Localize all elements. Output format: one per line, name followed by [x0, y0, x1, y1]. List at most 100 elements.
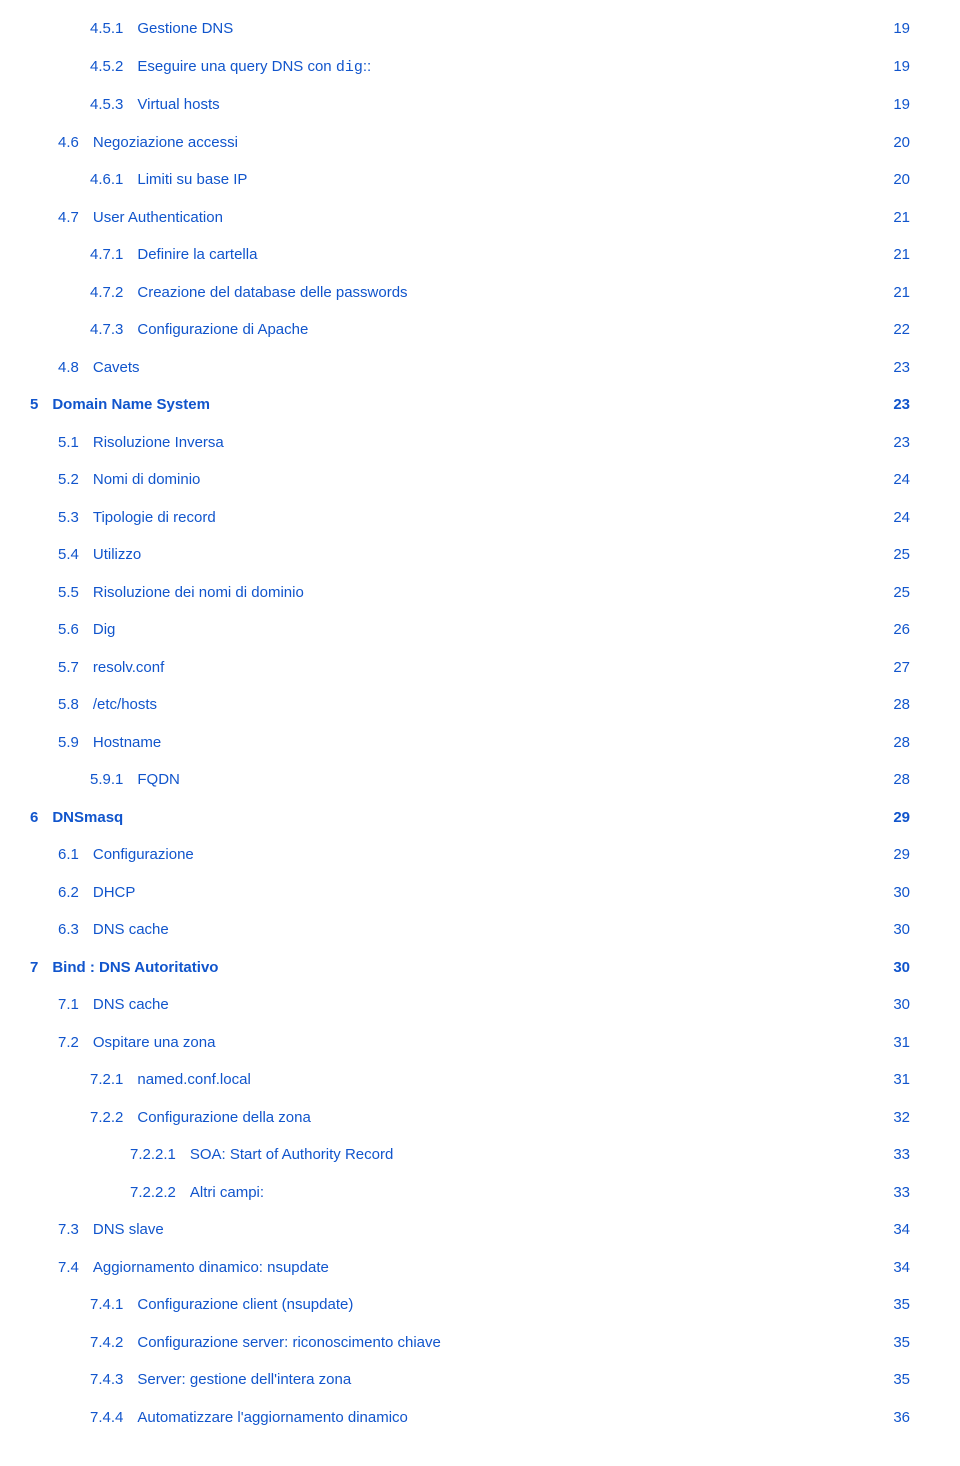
toc-page-number: 21	[893, 245, 910, 265]
toc-entry[interactable]: 7.4.4Automatizzare l'aggiornamento dinam…	[30, 1399, 910, 1437]
toc-page-number: 33	[893, 1145, 910, 1165]
toc-entry[interactable]: 5.8/etc/hosts28	[30, 686, 910, 724]
toc-number: 5.4	[58, 545, 79, 565]
toc-number: 7.4.1	[90, 1295, 123, 1315]
toc-page-number: 25	[893, 545, 910, 565]
toc-label: 7.2.2Configurazione della zona	[90, 1108, 311, 1128]
toc-number: 7.2.1	[90, 1070, 123, 1090]
toc-label: 7.2.2.2Altri campi:	[130, 1183, 264, 1203]
toc-entry[interactable]: 5.2Nomi di dominio 24	[30, 461, 910, 499]
toc-label: 7.4.4Automatizzare l'aggiornamento dinam…	[90, 1408, 408, 1428]
toc-entry[interactable]: 4.7.3Configurazione di Apache22	[30, 311, 910, 349]
toc-entry[interactable]: 5.9.1FQDN28	[30, 761, 910, 799]
toc-page-number: 33	[893, 1183, 910, 1203]
toc-number: 7.4.3	[90, 1370, 123, 1390]
toc-entry[interactable]: 4.6.1Limiti su base IP20	[30, 161, 910, 199]
toc-title: DNSmasq	[52, 808, 123, 828]
toc-title: Tipologie di record	[93, 508, 216, 528]
toc-entry[interactable]: 6.3DNS cache30	[30, 911, 910, 949]
toc-entry[interactable]: 7.4.2Configurazione server: riconoscimen…	[30, 1324, 910, 1362]
toc-title: Hostname	[93, 733, 161, 753]
toc-entry[interactable]: 5.5Risoluzione dei nomi di dominio25	[30, 574, 910, 612]
toc-page-number: 28	[893, 770, 910, 790]
toc-label: 5.1Risoluzione Inversa	[58, 433, 224, 453]
toc-label: 5.4Utilizzo	[58, 545, 141, 565]
toc-entry[interactable]: 7.2.2.1SOA: Start of Authority Record 33	[30, 1136, 910, 1174]
toc-entry[interactable]: 7.3DNS slave 34	[30, 1211, 910, 1249]
toc-entry[interactable]: 7.1DNS cache30	[30, 986, 910, 1024]
toc-number: 6.2	[58, 883, 79, 903]
toc-page-number: 34	[893, 1258, 910, 1278]
toc-page-number: 24	[893, 470, 910, 490]
toc-label: 7.3DNS slave	[58, 1220, 164, 1240]
toc-number: 4.8	[58, 358, 79, 378]
toc-title: Configurazione	[93, 845, 194, 865]
toc-label: 7.2.2.1SOA: Start of Authority Record	[130, 1145, 393, 1165]
toc-entry[interactable]: 7Bind : DNS Autoritativo30	[30, 949, 910, 987]
toc-entry[interactable]: 7.2Ospitare una zona31	[30, 1024, 910, 1062]
toc-number: 4.5.1	[90, 19, 123, 39]
toc-page-number: 20	[893, 170, 910, 190]
toc-number: 4.7.2	[90, 283, 123, 303]
toc-page-number: 21	[893, 208, 910, 228]
toc-number: 5.9	[58, 733, 79, 753]
toc-entry[interactable]: 6.2DHCP30	[30, 874, 910, 912]
toc-number: 7.2.2.1	[130, 1145, 176, 1165]
toc-number: 7.3	[58, 1220, 79, 1240]
toc-entry[interactable]: 5.1Risoluzione Inversa23	[30, 424, 910, 462]
toc-entry[interactable]: 4.7.2Creazione del database delle passwo…	[30, 274, 910, 312]
toc-entry[interactable]: 7.2.2.2Altri campi: 33	[30, 1174, 910, 1212]
toc-entry[interactable]: 5.6Dig26	[30, 611, 910, 649]
toc-entry[interactable]: 4.7.1Definire la cartella21	[30, 236, 910, 274]
toc-title: DNS cache	[93, 920, 169, 940]
toc-entry[interactable]: 6DNSmasq29	[30, 799, 910, 837]
toc-label: 5Domain Name System	[30, 395, 210, 415]
toc-entry[interactable]: 7.4.3Server: gestione dell'intera zona35	[30, 1361, 910, 1399]
toc-title: Configurazione server: riconoscimento ch…	[137, 1333, 440, 1353]
toc-entry[interactable]: 5.4Utilizzo 25	[30, 536, 910, 574]
toc-title: Automatizzare l'aggiornamento dinamico	[137, 1408, 408, 1428]
toc-page-number: 19	[893, 19, 910, 39]
toc-title: Risoluzione Inversa	[93, 433, 224, 453]
toc-label: 6.1Configurazione	[58, 845, 194, 865]
toc-entry[interactable]: 4.7User Authentication21	[30, 199, 910, 237]
toc-number: 5.3	[58, 508, 79, 528]
toc-entry[interactable]: 5.7resolv.conf27	[30, 649, 910, 687]
toc-number: 5.2	[58, 470, 79, 490]
toc-entry[interactable]: 5.3 Tipologie di record 24	[30, 499, 910, 537]
toc-entry[interactable]: 5.9Hostname28	[30, 724, 910, 762]
toc-entry[interactable]: 5Domain Name System23	[30, 386, 910, 424]
toc-page-number: 34	[893, 1220, 910, 1240]
toc-number: 5	[30, 395, 38, 415]
toc-page-number: 26	[893, 620, 910, 640]
toc-number: 4.7	[58, 208, 79, 228]
toc-entry[interactable]: 7.4Aggiornamento dinamico: nsupdate34	[30, 1249, 910, 1287]
toc-entry[interactable]: 7.2.1named.conf.local31	[30, 1061, 910, 1099]
toc-label: 4.5.2Eseguire una query DNS con dig::	[90, 57, 371, 78]
toc-entry[interactable]: 4.5.2Eseguire una query DNS con dig::19	[30, 48, 910, 87]
toc-label: 7.1DNS cache	[58, 995, 169, 1015]
toc-entry[interactable]: 7.2.2Configurazione della zona 32	[30, 1099, 910, 1137]
toc-entry[interactable]: 6.1Configurazione 29	[30, 836, 910, 874]
toc-label: 5.9 Hostname	[58, 733, 161, 753]
toc-page-number: 22	[893, 320, 910, 340]
toc-page-number: 32	[893, 1108, 910, 1128]
toc-page-number: 24	[893, 508, 910, 528]
toc-page-number: 31	[893, 1070, 910, 1090]
toc-title: Cavets	[93, 358, 140, 378]
toc-label: 4.6Negoziazione accessi	[58, 133, 238, 153]
toc-page-number: 23	[893, 358, 910, 378]
toc-label: 5.2Nomi di dominio	[58, 470, 200, 490]
toc-entry[interactable]: 4.8 Cavets 23	[30, 349, 910, 387]
toc-page-number: 29	[893, 845, 910, 865]
toc-label: 5.5Risoluzione dei nomi di dominio	[58, 583, 304, 603]
toc-entry[interactable]: 4.6Negoziazione accessi20	[30, 124, 910, 162]
toc-label: 7.4.2Configurazione server: riconoscimen…	[90, 1333, 441, 1353]
toc-number: 7.1	[58, 995, 79, 1015]
toc-label: 7.4.1Configurazione client (nsupdate)	[90, 1295, 353, 1315]
toc-page-number: 21	[893, 283, 910, 303]
toc-title: resolv.conf	[93, 658, 164, 678]
toc-entry[interactable]: 4.5.3Virtual hosts19	[30, 86, 910, 124]
toc-entry[interactable]: 4.5.1Gestione DNS19	[30, 10, 910, 48]
toc-entry[interactable]: 7.4.1Configurazione client (nsupdate)35	[30, 1286, 910, 1324]
